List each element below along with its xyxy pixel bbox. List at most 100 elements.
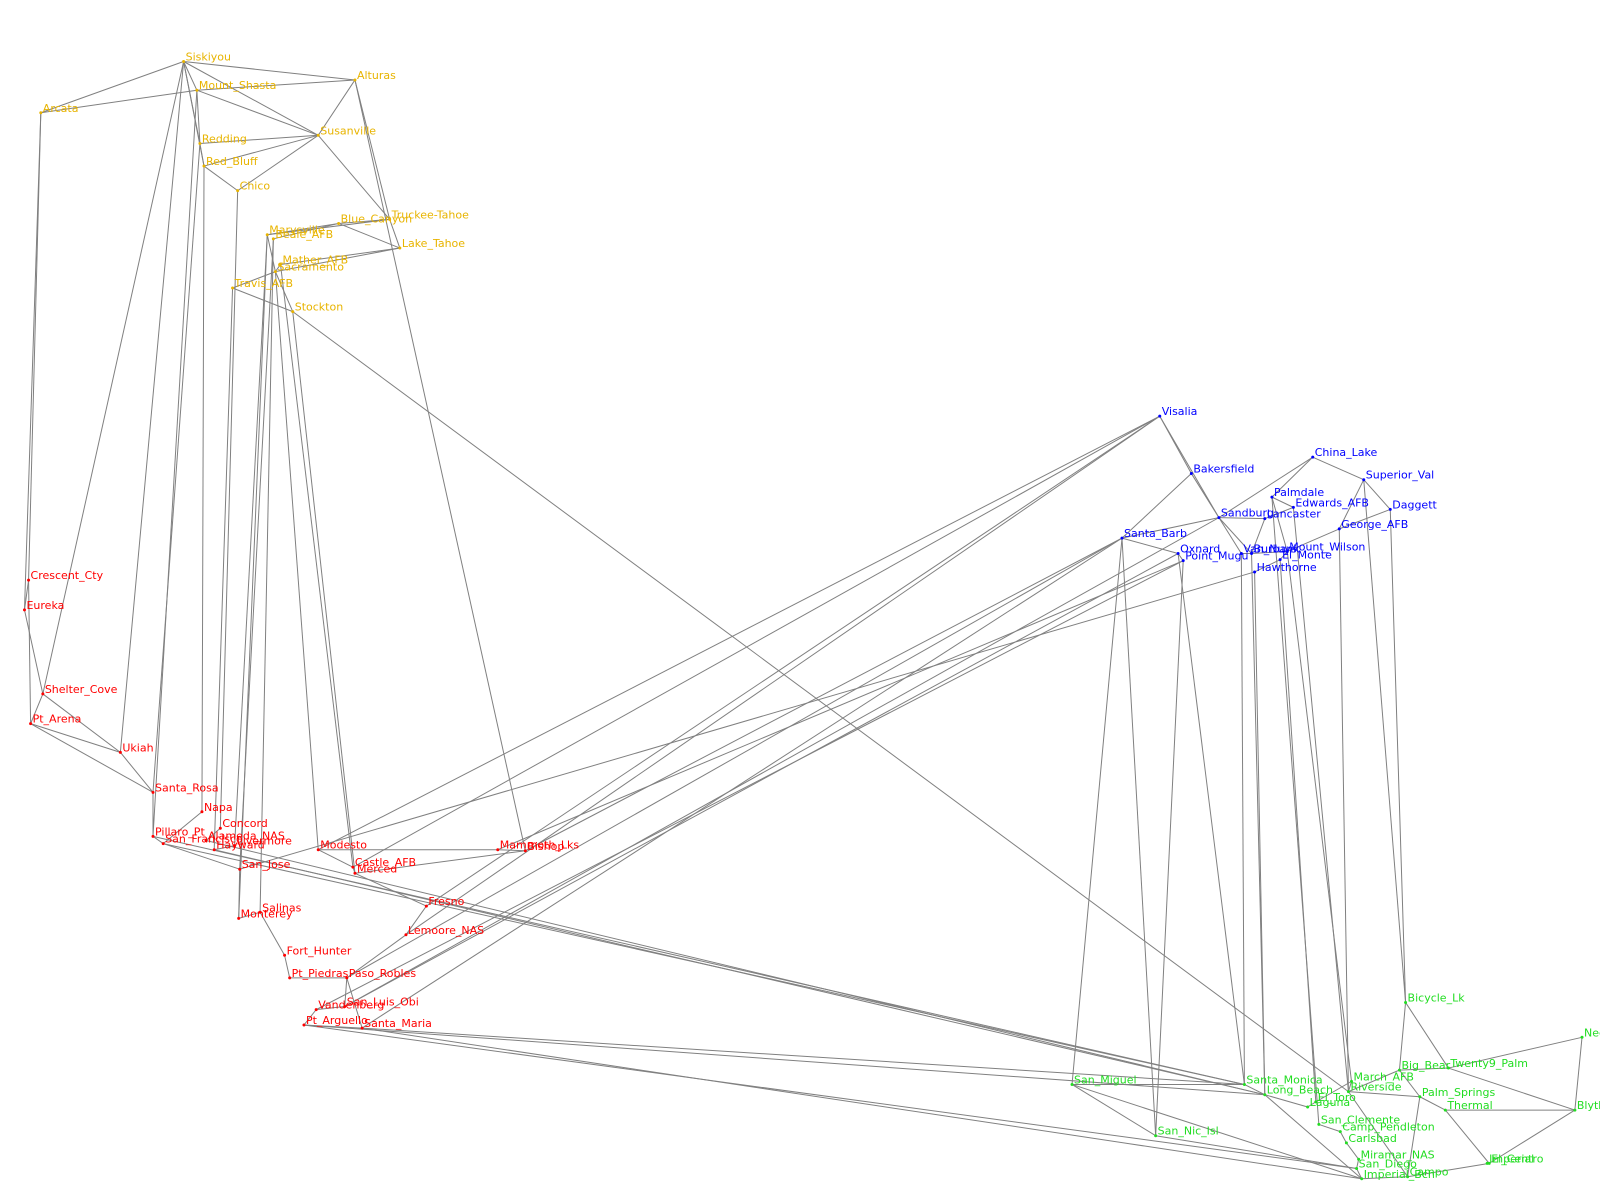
edge	[405, 905, 427, 936]
node-label: Riverside	[1350, 1081, 1401, 1094]
node-dot	[1317, 1122, 1321, 1126]
edge	[1448, 1067, 1576, 1111]
edge	[199, 143, 205, 167]
edge	[232, 271, 276, 289]
edge	[196, 89, 319, 136]
node-dot	[238, 867, 242, 871]
node-label: Eureka	[26, 599, 64, 612]
edge	[239, 571, 1255, 870]
edge	[183, 61, 319, 136]
edge	[1218, 517, 1242, 554]
node-dot	[1485, 1161, 1489, 1165]
edge	[1155, 560, 1184, 1136]
edge	[1348, 1091, 1409, 1177]
edge	[199, 134, 319, 144]
edge	[275, 247, 400, 273]
edge	[525, 537, 1123, 852]
edge	[1155, 1135, 1357, 1169]
edge	[1339, 508, 1391, 530]
edge	[238, 234, 268, 919]
edge	[346, 537, 1123, 979]
edge	[1177, 553, 1245, 1085]
node-dot	[345, 976, 349, 980]
node-label: Mount_Shasta	[199, 79, 276, 92]
node-label: San_Nic_Isl	[1158, 1125, 1219, 1138]
edge	[361, 537, 1123, 1029]
edges	[23, 61, 1583, 1180]
edge	[1389, 509, 1407, 1003]
node-dot	[273, 270, 277, 274]
node-dot	[39, 111, 43, 115]
node-label: Truckee-Tahoe	[391, 208, 469, 221]
node-dot	[1580, 1035, 1584, 1039]
edge	[1488, 1109, 1576, 1164]
node-label: Sacramento	[277, 261, 344, 274]
edge	[237, 134, 319, 192]
edge	[1345, 1142, 1360, 1160]
edge	[1121, 473, 1192, 539]
node-label: Palmdale	[1274, 486, 1324, 499]
edge	[1121, 537, 1179, 554]
edge	[1071, 1084, 1156, 1137]
node-dot	[22, 608, 26, 612]
node-label: San_Jose	[242, 858, 291, 871]
edge	[315, 560, 1184, 1011]
node-dot	[314, 1008, 318, 1012]
node-label: Arcata	[43, 102, 79, 115]
edge	[183, 61, 356, 81]
node-label: Imperial	[1489, 1152, 1534, 1165]
node-dot	[1314, 1100, 1318, 1104]
node-dot	[231, 286, 235, 290]
node-label: Bishop	[527, 840, 564, 853]
edge	[119, 752, 154, 793]
edge	[1348, 1069, 1400, 1093]
node-dot	[1291, 505, 1295, 509]
node-dot	[404, 933, 408, 937]
edge	[1312, 456, 1364, 481]
node-label: Sandburg	[1221, 507, 1274, 520]
edge	[318, 849, 354, 868]
edge	[203, 165, 238, 192]
edge	[1271, 497, 1320, 1125]
node-dot	[316, 133, 320, 137]
node-label: San_Clemente	[1321, 1113, 1400, 1126]
node-label: Travis_AFB	[234, 277, 294, 290]
edge	[214, 849, 1265, 1096]
edge	[259, 912, 286, 956]
node-dot	[353, 871, 357, 875]
edge	[28, 580, 32, 724]
edge	[219, 190, 239, 829]
node-dot	[271, 237, 275, 241]
edge	[1251, 550, 1288, 554]
edge	[1315, 1080, 1352, 1103]
edge	[1251, 518, 1266, 554]
edge	[1279, 551, 1288, 560]
edge	[1121, 538, 1157, 1136]
node-label: El_Monte	[1282, 549, 1332, 562]
edge	[42, 61, 185, 695]
node-label: Ukiah	[122, 741, 153, 754]
node-label: San_Luis_Obi	[347, 996, 419, 1009]
edge	[1338, 479, 1365, 530]
edge	[196, 79, 355, 91]
node-label: Big_Bear	[1401, 1059, 1450, 1072]
node-label: Bakersfield	[1193, 463, 1254, 476]
node-label: Vandenberg	[318, 999, 384, 1012]
node-label: Lemoore_NAS	[408, 924, 484, 937]
edge	[23, 112, 42, 610]
node-label: Mather_AFB	[283, 253, 349, 266]
edge	[1356, 1159, 1360, 1169]
edge	[1405, 1002, 1449, 1069]
node-dot	[198, 142, 202, 145]
node-dot	[1404, 1000, 1408, 1004]
node-label: Pillaro_Pt	[155, 825, 205, 838]
node-dot	[233, 844, 237, 848]
node-label: Twenty9_Palm	[1449, 1057, 1528, 1070]
node-label: Point_Mugu	[1185, 550, 1248, 563]
edge	[196, 90, 201, 144]
node-dot	[523, 849, 527, 853]
node-label: Alameda_NAS	[208, 830, 285, 843]
node-dot	[351, 865, 355, 869]
edge	[267, 218, 390, 236]
edge	[497, 560, 1184, 851]
